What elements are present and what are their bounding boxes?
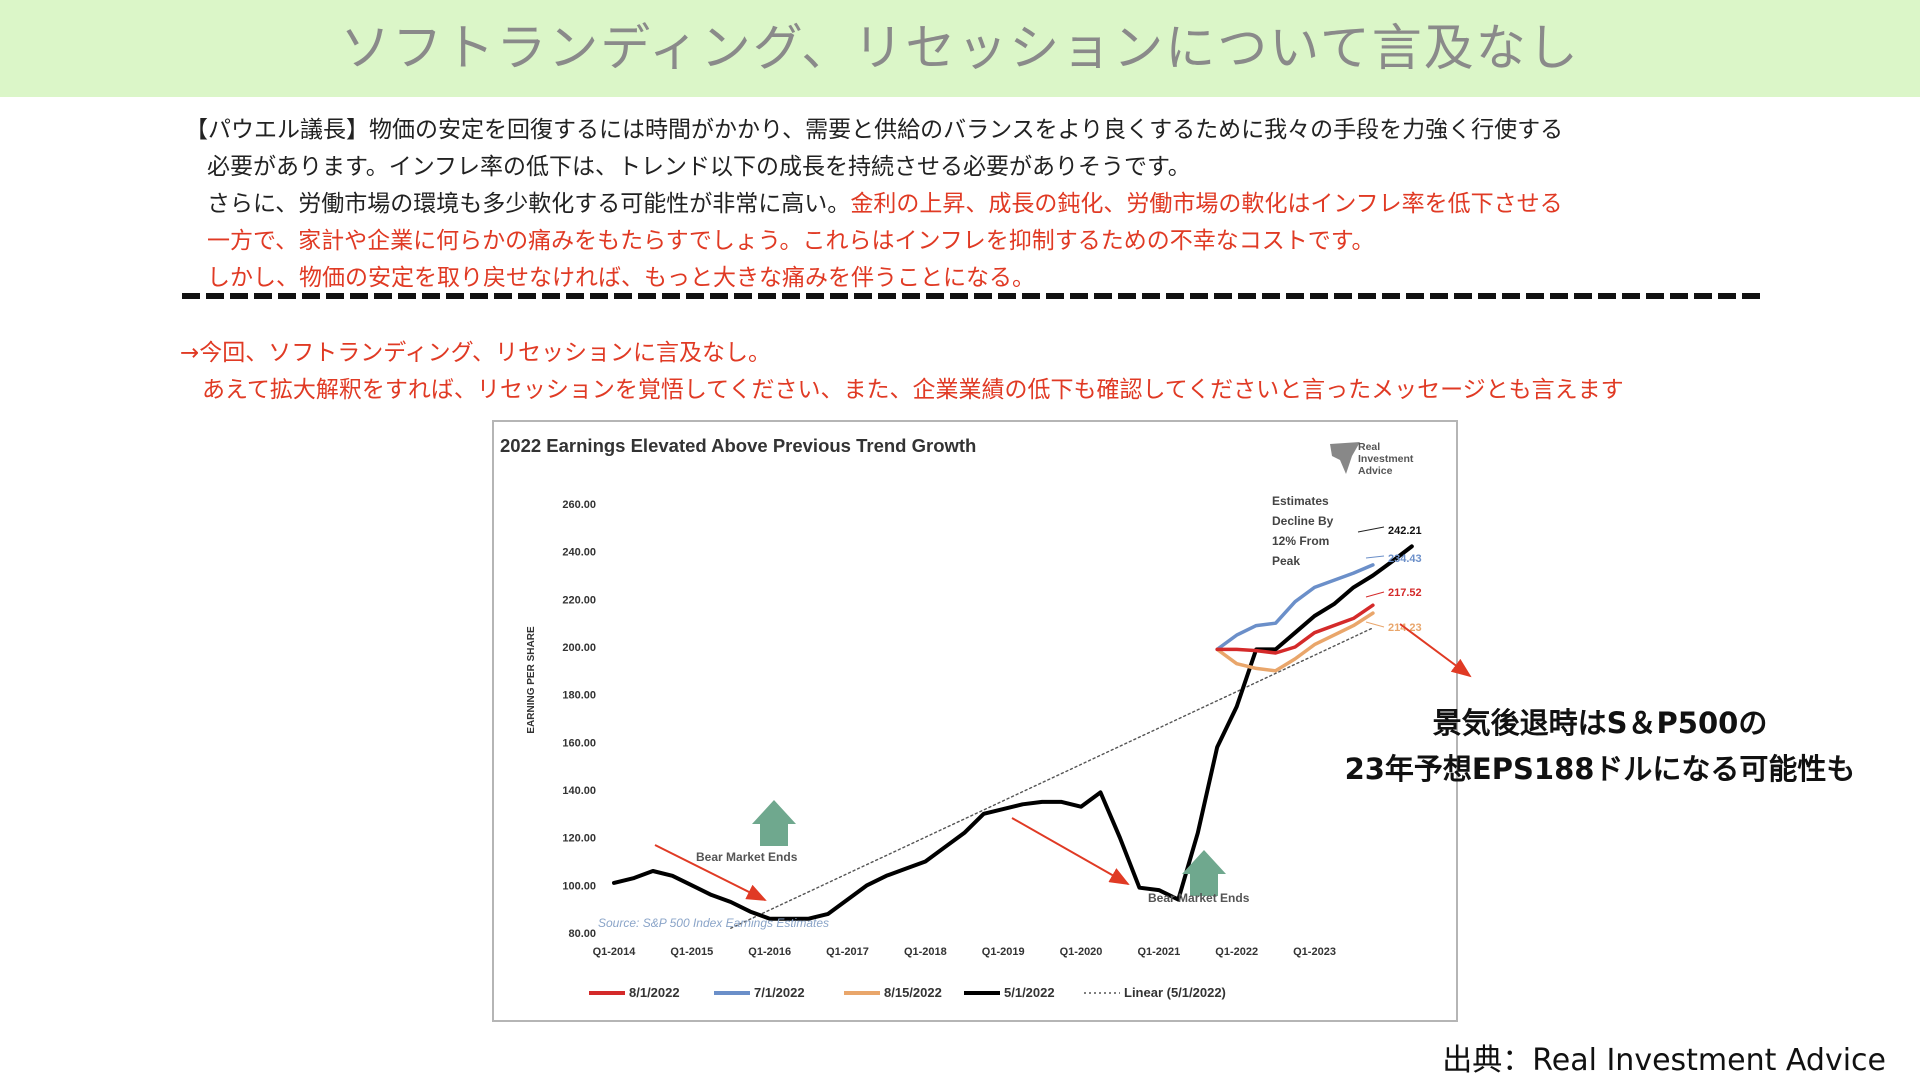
estimates-line-2: Decline By — [1272, 514, 1334, 528]
end-leader-5-1 — [1357, 526, 1385, 533]
legend: 8/1/2022 7/1/2022 8/15/2022 5/1/2022 Linear … — [589, 985, 1226, 1000]
end-label-8-1: 217.52 — [1388, 587, 1422, 599]
end-leader-7-1 — [1365, 555, 1385, 559]
x-tick-label: Q1-2019 — [982, 946, 1025, 958]
logo-text-2: Investment — [1358, 453, 1414, 465]
y-tick-label: 220.00 — [562, 594, 596, 606]
y-tick-label: 80.00 — [568, 928, 596, 940]
estimates-note: Estimates Decline By 12% From Peak — [1272, 494, 1334, 568]
y-tick-label: 140.00 — [562, 785, 596, 797]
y-tick-label: 260.00 — [562, 499, 596, 511]
quote-line-5: しかし、物価の安定を取り戻せなければ、もっと大きな痛みを伴うことになる。 — [207, 265, 1035, 291]
end-leader-8-15 — [1365, 621, 1385, 628]
note-line-1: →今回、ソフトランディング、リセッションに言及なし。 — [180, 340, 772, 366]
bear-market-up-arrow-1 — [752, 800, 796, 846]
end-label-8-15: 214.23 — [1388, 622, 1422, 634]
legend-label: 5/1/2022 — [1004, 985, 1055, 1000]
y-tick-label: 100.00 — [562, 880, 596, 892]
title-bar: ソフトランディング、リセッションについて言及なし — [0, 0, 1920, 97]
estimates-line-4: Peak — [1272, 554, 1300, 568]
eps-chart: 2022 Earnings Elevated Above Previous Tr… — [492, 420, 1458, 1022]
comment-note: →今回、ソフトランディング、リセッションに言及なし。 あえて拡大解釈をすれば、リ… — [180, 335, 1624, 409]
quote-line-2: 必要があります。インフレ率の低下は、トレンド以下の成長を持続させる必要がありそう… — [207, 154, 1191, 180]
end-label-5-1: 242.21 — [1388, 525, 1422, 537]
x-tick-label: Q1-2021 — [1137, 946, 1180, 958]
logo-eagle-icon — [1330, 442, 1360, 474]
recession-callout: 景気後退時はS＆P500の 23年予想EPS188ドルになる可能性も — [1290, 700, 1910, 792]
y-tick-label: 180.00 — [562, 690, 596, 702]
x-tick-label: Q1-2018 — [904, 946, 947, 958]
y-tick-label: 240.00 — [562, 547, 596, 559]
x-ticks: Q1-2014 Q1-2015 Q1-2016 Q1-2017 Q1-2018 Q1-20… — [593, 946, 1336, 958]
series-line-5-1-2022 — [612, 544, 1414, 921]
legend-label: 8/1/2022 — [629, 985, 680, 1000]
x-tick-label: Q1-2020 — [1060, 946, 1103, 958]
quote-line-3-black: さらに、労働市場の環境も多少軟化する可能性が非常に高い。 — [207, 191, 851, 217]
bear-market-up-arrow-2 — [1182, 850, 1226, 896]
legend-label: 8/15/2022 — [884, 985, 942, 1000]
callout-line-2: 23年予想EPS188ドルになる可能性も — [1344, 752, 1856, 786]
callout-line-1: 景気後退時はS＆P500の — [1432, 706, 1768, 740]
y-tick-label: 160.00 — [562, 737, 596, 749]
x-tick-label: Q1-2014 — [593, 946, 637, 958]
series-line-linear-5-1-2022 — [730, 627, 1374, 929]
bear-label-2: Bear Market Ends — [1148, 891, 1250, 905]
x-tick-label: Q1-2015 — [670, 946, 713, 958]
end-labels: 242.21 234.43 217.52 214.23 — [1357, 525, 1422, 634]
series-line-7-1-2022 — [1215, 563, 1375, 652]
chart-title: 2022 Earnings Elevated Above Previous Tr… — [500, 435, 976, 456]
x-tick-label: Q1-2016 — [748, 946, 791, 958]
quote-line-4: 一方で、家計や企業に何らかの痛みをもたらすでしょう。これらはインフレを抑制するた… — [207, 228, 1375, 254]
y-axis-label: EARNING PER SHARE — [526, 626, 537, 734]
estimates-line-3: 12% From — [1272, 534, 1329, 548]
legend-label: Linear (5/1/2022) — [1124, 985, 1226, 1000]
y-tick-label: 200.00 — [562, 642, 596, 654]
estimates-line-1: Estimates — [1272, 494, 1329, 508]
quote-line-1: 【パウエル議長】物価の安定を回復するには時間がかかり、需要と供給のバランスをより… — [185, 117, 1564, 143]
logo-text-1: Real — [1358, 441, 1380, 453]
y-tick-label: 120.00 — [562, 833, 596, 845]
quote-line-3: さらに、労働市場の環境も多少軟化する可能性が非常に高い。金利の上昇、成長の鈍化、… — [185, 186, 1785, 223]
end-leader-8-1 — [1365, 591, 1385, 598]
chart-source: Source: S&P 500 Index Earnings Estimates — [598, 916, 829, 930]
x-tick-label: Q1-2017 — [826, 946, 869, 958]
series-line-8-1-2022 — [1215, 603, 1375, 655]
logo-text-3: Advice — [1358, 465, 1393, 477]
y-ticks: 260.00 240.00 220.00 200.00 180.00 160.00 140.… — [562, 499, 596, 940]
dashed-divider — [182, 293, 1762, 299]
logo: Real Investment Advice — [1330, 441, 1414, 477]
x-tick-label: Q1-2022 — [1215, 946, 1258, 958]
end-label-7-1: 234.43 — [1388, 553, 1422, 565]
powell-quote: 【パウエル議長】物価の安定を回復するには時間がかかり、需要と供給のバランスをより… — [185, 112, 1785, 297]
page-title: ソフトランディング、リセッションについて言及なし — [340, 19, 1580, 77]
legend-label: 7/1/2022 — [754, 985, 805, 1000]
series-layer — [612, 544, 1414, 929]
eps-chart-svg: 2022 Earnings Elevated Above Previous Tr… — [500, 435, 1422, 1000]
bear-label-1: Bear Market Ends — [696, 850, 798, 864]
note-line-2: あえて拡大解釈をすれば、リセッションを覚悟してください、また、企業業績の低下も確… — [202, 377, 1624, 403]
series-line-8-15-2022 — [1215, 611, 1375, 673]
source-credit: 出典：Real Investment Advice — [1442, 1043, 1886, 1078]
x-tick-label: Q1-2023 — [1293, 946, 1336, 958]
quote-line-3-red: 金利の上昇、成長の鈍化、労働市場の軟化はインフレ率を低下させる — [850, 191, 1563, 217]
